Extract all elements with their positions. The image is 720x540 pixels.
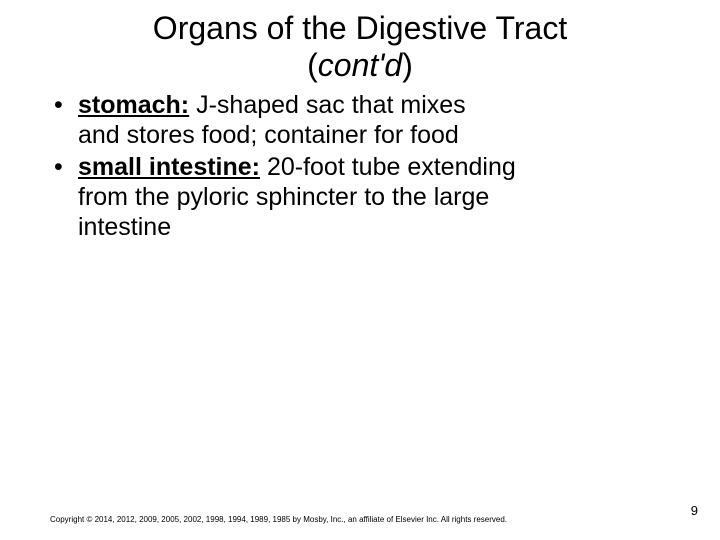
list-item: stomach: J-shaped sac that mixes and sto… [50, 90, 670, 150]
bullet2-lead: 20-foot tube extending [260, 153, 516, 181]
slide-body: stomach: J-shaped sac that mixes and sto… [0, 84, 720, 242]
bullet2-wrap1: from the pyloric sphincter to the large [78, 183, 489, 211]
list-item: small intestine: 20-foot tube extending … [50, 152, 670, 242]
bullet1-lead: J-shaped sac that mixes [189, 91, 466, 119]
bullet2-wrap2: intestine [78, 213, 171, 241]
term-stomach: stomach: [78, 91, 189, 119]
title-line2-italic: cont'd [318, 47, 402, 83]
copyright-footer: Copyright © 2014, 2012, 2009, 2005, 2002… [50, 515, 507, 524]
title-line2-open: ( [307, 47, 318, 83]
page-number: 9 [691, 503, 698, 518]
title-line1: Organs of the Digestive Tract [153, 10, 567, 46]
slide-title: Organs of the Digestive Tract (cont'd) [0, 0, 720, 84]
bullet-list: stomach: J-shaped sac that mixes and sto… [50, 90, 670, 242]
slide: Organs of the Digestive Tract (cont'd) s… [0, 0, 720, 540]
title-line2-close: ) [402, 47, 413, 83]
term-small-intestine: small intestine: [78, 153, 260, 181]
bullet1-wrap: and stores food; container for food [78, 121, 459, 149]
